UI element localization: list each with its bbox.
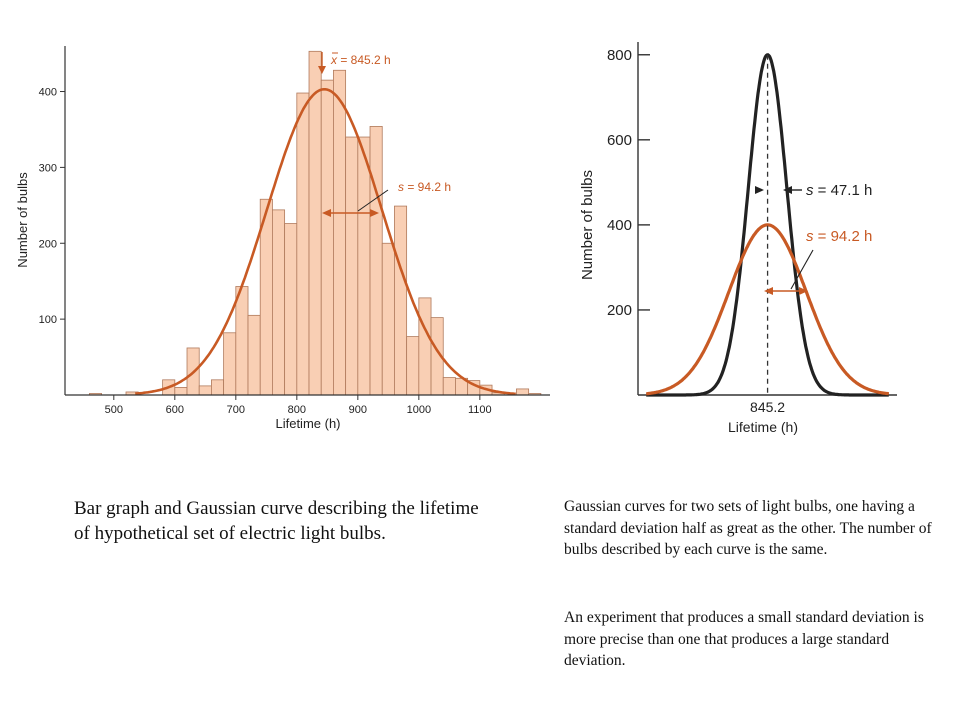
y-ticks: 200 400 600 800 <box>607 47 650 319</box>
wide-sd-symbol: s <box>806 228 814 245</box>
sd-value: = 94.2 h <box>404 180 451 194</box>
gaussian-curve <box>135 88 516 396</box>
narrow-sd-symbol: s <box>806 182 814 199</box>
sd-leader-line <box>357 189 389 212</box>
x-axis-label: Lifetime (h) <box>728 419 798 435</box>
caption-precision-note: An experiment that produces a small stan… <box>564 609 924 669</box>
wide-sd-arrow-left <box>764 287 773 295</box>
y-tick-label: 400 <box>39 87 57 99</box>
histogram-bar <box>296 92 310 396</box>
y-tick-label: 200 <box>39 238 57 250</box>
sd-arrow-left-head <box>322 209 331 217</box>
x-tick-label: 600 <box>166 404 184 416</box>
x-tick-mean: 845.2 <box>750 399 785 415</box>
histogram-bar <box>320 79 334 396</box>
narrow-sd-arrow-left <box>755 186 764 194</box>
histogram-bar <box>369 126 383 396</box>
histogram-bar <box>235 286 249 396</box>
histogram-bars <box>89 50 542 396</box>
mean-annotation: x = 845.2 h <box>330 53 391 67</box>
wide-sd-leader <box>790 249 814 290</box>
gaussian-wide-curve <box>646 223 889 396</box>
histogram-bar <box>516 388 530 396</box>
mean-symbol: x <box>330 53 338 67</box>
y-tick-label: 200 <box>607 302 632 319</box>
y-axis-label: Number of bulbs <box>15 172 30 268</box>
y-axis-label: Number of bulbs <box>579 170 596 280</box>
histogram-bar <box>333 69 347 396</box>
histogram-bar <box>247 314 261 396</box>
narrow-sd-arrow-right <box>783 186 792 194</box>
histogram-chart: 100 200 300 400 500 600 700 800 900 1000 1100 Num… <box>15 46 550 431</box>
histogram-bar <box>345 136 359 396</box>
histogram-bar <box>198 385 212 396</box>
wide-sd-value: = 94.2 h <box>814 228 873 245</box>
sd-arrow-right-head <box>370 209 379 217</box>
x-tick-label: 1000 <box>407 404 431 416</box>
mean-arrow-head <box>318 66 326 74</box>
x-tick-label: 800 <box>288 404 306 416</box>
y-ticks: 100 200 300 400 <box>39 87 65 326</box>
histogram-bar <box>381 242 395 396</box>
mean-value: = 845.2 h <box>337 53 391 67</box>
histogram-bar <box>442 377 456 396</box>
y-tick-label: 300 <box>39 162 57 174</box>
x-tick-label: 900 <box>349 404 367 416</box>
x-axis-label: Lifetime (h) <box>275 416 340 431</box>
y-tick-label: 800 <box>607 47 632 64</box>
caption-histogram: Bar graph and Gaussian curve describing … <box>74 498 479 544</box>
histogram-bar <box>308 50 322 396</box>
narrow-sd-value: = 47.1 h <box>814 182 873 199</box>
wide-sd-annotation: s = 94.2 h <box>806 228 872 245</box>
x-ticks: 500 600 700 800 900 1000 1100 <box>105 395 492 416</box>
histogram-bar <box>211 379 225 396</box>
histogram-bar <box>406 336 420 396</box>
histogram-bar <box>394 205 408 396</box>
histogram-bar <box>418 297 432 396</box>
caption-gaussian-comparison: Gaussian curves for two sets of light bu… <box>564 498 932 558</box>
histogram-bar <box>223 332 237 396</box>
histogram-bar <box>174 387 188 396</box>
y-tick-label: 100 <box>39 314 57 326</box>
x-tick-label: 500 <box>105 404 123 416</box>
x-tick-label: 1100 <box>468 404 492 416</box>
histogram-bar <box>357 136 371 396</box>
histogram-bar <box>284 223 298 396</box>
x-tick-label: 700 <box>227 404 245 416</box>
y-tick-label: 600 <box>607 132 632 149</box>
sd-symbol: s <box>398 180 404 194</box>
y-tick-label: 400 <box>607 217 632 234</box>
narrow-sd-annotation: s = 47.1 h <box>806 182 872 199</box>
sd-annotation: s = 94.2 h <box>398 180 451 194</box>
histogram-bar <box>272 209 286 396</box>
gaussian-comparison-chart: 200 400 600 800 845.2 Lifetime (h) Number o… <box>579 42 897 435</box>
wide-sd-arrow-right <box>799 287 808 295</box>
